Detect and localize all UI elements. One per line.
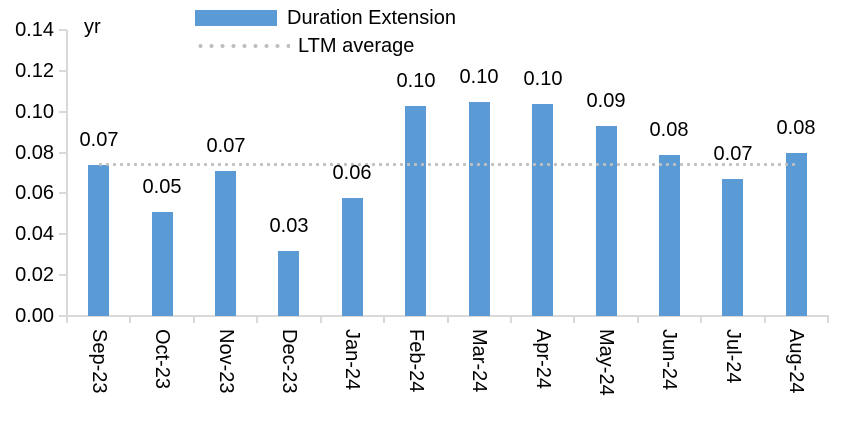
bar — [596, 126, 617, 316]
bar — [342, 198, 363, 316]
x-axis-label: May-24 — [595, 329, 617, 396]
bar-value-label: 0.10 — [396, 70, 436, 92]
bar — [659, 155, 680, 316]
x-axis-label: Mar-24 — [468, 329, 490, 393]
bar — [786, 153, 807, 316]
y-axis-tick-label: 0.02 — [15, 264, 54, 286]
x-axis-tick — [573, 315, 575, 323]
y-axis-tick — [59, 152, 67, 154]
x-axis-label: Oct-23 — [151, 329, 173, 390]
bar-value-label: 0.06 — [332, 162, 372, 184]
bar-value-label: 0.10 — [459, 66, 499, 88]
y-axis-tick-label: 0.08 — [15, 142, 54, 164]
dotted-line-swatch-icon — [195, 44, 290, 48]
bar-value-label: 0.03 — [269, 215, 309, 237]
y-axis-tick-label: 0.12 — [15, 60, 54, 82]
x-axis-tick — [256, 315, 258, 323]
y-axis-tick — [59, 315, 67, 317]
y-axis-tick-label: 0.14 — [15, 19, 54, 41]
x-axis-tick — [66, 315, 68, 323]
bar — [88, 165, 109, 316]
y-axis-tick-label: 0.10 — [15, 101, 54, 123]
y-axis-tick — [59, 192, 67, 194]
x-axis-label: Nov-23 — [215, 329, 237, 394]
x-axis-tick — [637, 315, 639, 323]
bar — [215, 171, 236, 316]
bar — [469, 102, 490, 316]
legend-item-ltm-average: LTM average — [195, 32, 456, 60]
bar — [278, 251, 299, 316]
bar — [722, 179, 743, 316]
bar-value-label: 0.07 — [79, 129, 119, 151]
x-axis-label: Jun-24 — [658, 329, 680, 391]
x-axis-label: Sep-23 — [88, 329, 110, 394]
y-axis-tick — [59, 70, 67, 72]
bar-value-label: 0.05 — [142, 176, 182, 198]
ltm-average-line — [97, 163, 799, 166]
legend: Duration Extension LTM average — [195, 4, 456, 60]
legend-label-ltm-average: LTM average — [298, 35, 415, 57]
y-axis-tick-label: 0.06 — [15, 182, 54, 204]
bar-value-label: 0.09 — [586, 90, 626, 112]
x-axis-tick — [447, 315, 449, 323]
bar-value-label: 0.07 — [713, 143, 753, 165]
x-axis-tick — [510, 315, 512, 323]
y-axis-unit-label: yr — [84, 16, 101, 38]
legend-item-duration-extension: Duration Extension — [195, 4, 456, 32]
bar — [532, 104, 553, 316]
bar-value-label: 0.07 — [206, 135, 246, 157]
x-axis-tick — [383, 315, 385, 323]
bar-value-label: 0.08 — [776, 117, 816, 139]
y-axis-tick — [59, 111, 67, 113]
y-axis-tick-label: 0.04 — [15, 223, 54, 245]
x-axis-tick — [764, 315, 766, 323]
x-axis-label: Apr-24 — [532, 329, 554, 390]
y-axis-line — [66, 30, 68, 317]
x-axis-tick — [129, 315, 131, 323]
y-axis-tick — [59, 274, 67, 276]
bar-value-label: 0.10 — [523, 68, 563, 90]
y-axis-tick — [59, 29, 67, 31]
bar-swatch-icon — [195, 10, 277, 26]
x-axis-label: Feb-24 — [405, 329, 427, 393]
x-axis-tick — [827, 315, 829, 323]
bar — [152, 212, 173, 316]
legend-label-duration-extension: Duration Extension — [287, 7, 456, 29]
x-axis-label: Jan-24 — [341, 329, 363, 391]
y-axis-tick-label: 0.00 — [15, 305, 54, 327]
x-axis-line — [60, 315, 828, 317]
bar — [405, 106, 426, 316]
x-axis-label: Dec-23 — [278, 329, 300, 394]
y-axis-tick — [59, 233, 67, 235]
x-axis-label: Aug-24 — [785, 329, 807, 394]
x-axis-tick — [193, 315, 195, 323]
x-axis-label: Jul-24 — [722, 329, 744, 384]
x-axis-tick — [320, 315, 322, 323]
bar-value-label: 0.08 — [649, 119, 689, 141]
x-axis-tick — [700, 315, 702, 323]
